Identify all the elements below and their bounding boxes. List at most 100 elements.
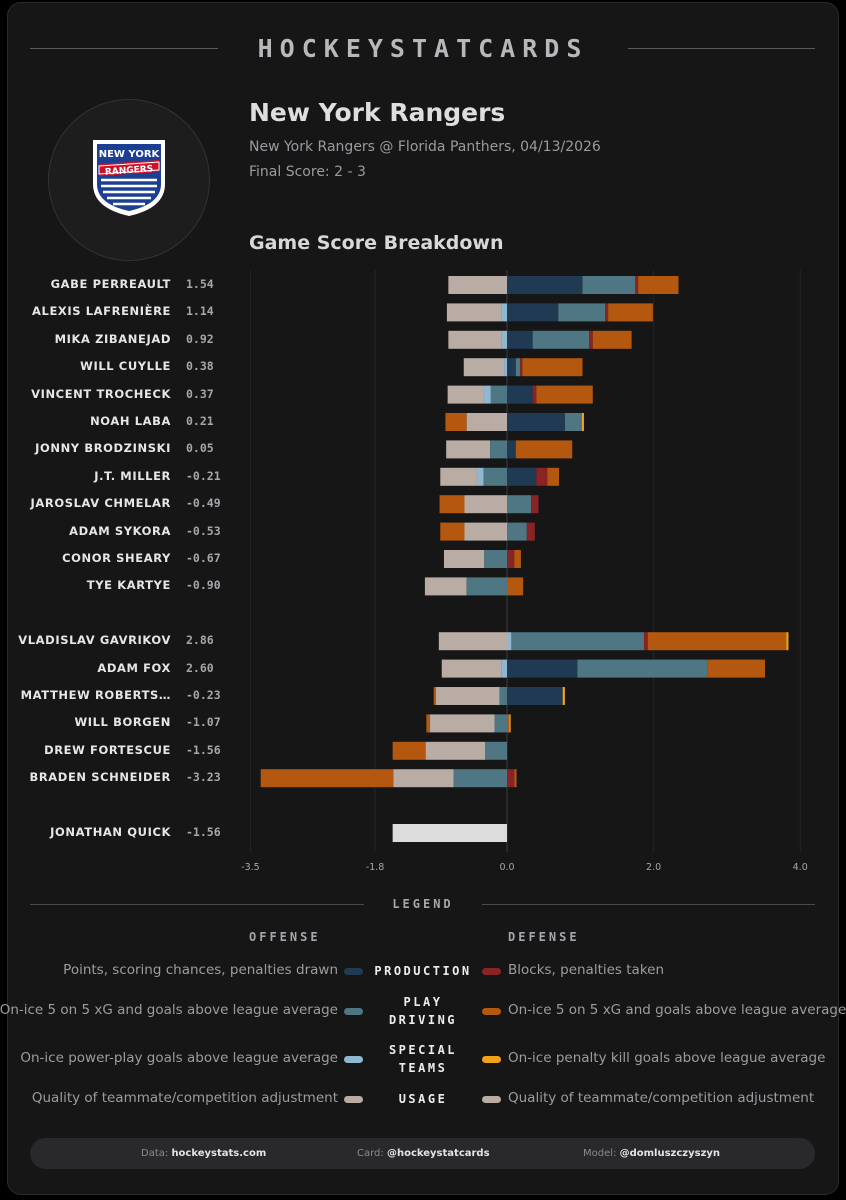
bar-segment-off-production bbox=[507, 358, 516, 377]
bar-segment-off-play-driving bbox=[466, 577, 507, 596]
x-tick-label: 0.0 bbox=[499, 862, 514, 873]
bar-segment-goalie bbox=[392, 824, 507, 842]
svg-text:NEW YORK: NEW YORK bbox=[99, 149, 161, 160]
legend-title: LEGEND bbox=[392, 897, 454, 911]
bar-segment-off-special-teams bbox=[504, 358, 507, 377]
bar-segment-off-play-driving bbox=[577, 659, 708, 678]
player-name: VLADISLAV GAVRIKOV bbox=[18, 633, 171, 648]
legend-offense-description: On-ice 5 on 5 xG and goals above league … bbox=[0, 1002, 338, 1018]
legend-offense-swatch bbox=[344, 1008, 363, 1015]
bar-segment-off-usage bbox=[393, 769, 454, 788]
bar-segment-def-production bbox=[532, 385, 537, 404]
bar-segment-off-production bbox=[507, 413, 565, 431]
bar-segment-off-production bbox=[507, 303, 559, 322]
bar-segment-off-production bbox=[507, 467, 537, 486]
legend-defense-description: Blocks, penalties taken bbox=[508, 962, 665, 978]
matchup-line: New York Rangers @ Florida Panthers, 04/… bbox=[249, 139, 601, 155]
bar-segment-off-play-driving bbox=[564, 413, 582, 431]
player-game-score: -3.23 bbox=[186, 770, 221, 785]
legend-category-label: PLAY DRIVING bbox=[366, 993, 480, 1029]
legend-offense-description: On-ice power-play goals above league ave… bbox=[20, 1050, 338, 1066]
legend-category-word: USAGE bbox=[398, 1092, 448, 1106]
bar-segment-def-production bbox=[536, 467, 548, 486]
x-tick-label: 4.0 bbox=[793, 862, 808, 873]
player-name: TYE KARTYE bbox=[86, 578, 171, 593]
bar-segment-off-usage bbox=[464, 495, 507, 514]
player-game-score: 0.37 bbox=[186, 386, 214, 401]
bar-segment-off-special-teams bbox=[501, 303, 507, 322]
legend-offense-swatch bbox=[344, 1096, 363, 1103]
player-name: MATTHEW ROBERTS… bbox=[20, 688, 171, 702]
bar-segment-def-play-driving bbox=[507, 577, 524, 596]
bar-segment-def-special-teams bbox=[509, 714, 511, 733]
bar-segment-off-play-driving bbox=[511, 632, 645, 651]
team-name: New York Rangers bbox=[249, 98, 506, 127]
bar-segment-def-special-teams bbox=[581, 413, 584, 431]
bar-segment-off-play-driving bbox=[582, 276, 636, 294]
player-game-score: 2.86 bbox=[186, 633, 214, 648]
bar-segment-def-production bbox=[520, 358, 523, 377]
player-game-score: 1.14 bbox=[186, 304, 214, 319]
player-game-score: 0.05 bbox=[186, 441, 214, 456]
player-game-score: 1.54 bbox=[186, 277, 214, 291]
bar-segment-off-usage bbox=[447, 385, 484, 404]
player-name: NOAH LABA bbox=[90, 414, 171, 428]
legend-category-word: PRODUCTION bbox=[374, 964, 472, 978]
bar-segment-off-usage bbox=[441, 659, 502, 678]
defense-heading: DEFENSE bbox=[508, 930, 580, 944]
player-name: CONOR SHEARY bbox=[62, 551, 171, 565]
bar-segment-def-play-driving bbox=[547, 467, 560, 486]
player-game-score: -0.53 bbox=[186, 523, 221, 538]
bar-segment-off-play-driving bbox=[507, 495, 532, 514]
bar-segment-off-production bbox=[507, 385, 533, 404]
bar-segment-def-play-driving bbox=[445, 413, 467, 431]
player-name: BRADEN SCHNEIDER bbox=[29, 770, 171, 785]
bar-segment-def-play-driving bbox=[608, 303, 653, 322]
bar-segment-off-usage bbox=[466, 413, 507, 431]
legend-category-word: PLAY bbox=[403, 995, 443, 1009]
bar-segment-off-play-driving bbox=[499, 687, 507, 705]
bar-segment-def-play-driving bbox=[260, 769, 394, 788]
legend-defense-swatch bbox=[482, 1056, 501, 1063]
bar-segment-off-usage bbox=[446, 303, 502, 322]
bar-segment-off-production bbox=[507, 659, 578, 678]
player-name: J.T. MILLER bbox=[94, 468, 171, 483]
bar-segment-def-play-driving bbox=[647, 632, 787, 651]
bar-segment-off-play-driving bbox=[558, 303, 606, 322]
legend-defense-swatch bbox=[482, 968, 501, 975]
legend-defense-swatch bbox=[482, 1008, 501, 1015]
player-game-score: -1.56 bbox=[186, 825, 221, 839]
player-name: JAROSLAV CHMELAR bbox=[30, 496, 171, 511]
legend-offense-swatch bbox=[344, 1056, 363, 1063]
bar-segment-off-play-driving bbox=[490, 385, 507, 404]
legend-divider-left bbox=[30, 904, 364, 905]
bar-segment-off-play-driving bbox=[483, 467, 507, 486]
brand-title: HOCKEYSTATCARDS bbox=[257, 34, 589, 63]
footer-bar bbox=[30, 1138, 815, 1169]
bar-segment-off-production bbox=[507, 687, 563, 705]
bar-segment-off-usage bbox=[448, 276, 507, 294]
bar-segment-off-play-driving bbox=[515, 358, 521, 377]
footer-model-credit: Model: @domluszczyszyn bbox=[583, 1148, 721, 1159]
player-name: VINCENT TROCHECK bbox=[31, 386, 171, 401]
bar-segment-def-production bbox=[526, 522, 535, 541]
bar-segment-off-production bbox=[507, 440, 516, 459]
legend-offense-description: Quality of teammate/competition adjustme… bbox=[31, 1090, 338, 1106]
bar-segment-off-special-teams bbox=[501, 659, 507, 678]
bar-segment-off-usage bbox=[430, 714, 495, 733]
legend-category-label: USAGE bbox=[366, 1090, 480, 1108]
player-name: GABE PERREAULT bbox=[50, 277, 171, 291]
brand-divider-left bbox=[30, 48, 218, 49]
player-game-score: -1.07 bbox=[186, 715, 221, 730]
bar-segment-off-play-driving bbox=[507, 522, 527, 541]
player-name: JONATHAN QUICK bbox=[50, 825, 171, 839]
legend-defense-description: On-ice 5 on 5 xG and goals above league … bbox=[508, 1002, 846, 1018]
brand-divider-right bbox=[628, 48, 815, 49]
legend-category-word: TEAMS bbox=[398, 1061, 448, 1075]
section-title: Game Score Breakdown bbox=[249, 232, 504, 254]
bar-segment-def-play-driving bbox=[536, 385, 593, 404]
final-score: Final Score: 2 - 3 bbox=[249, 164, 366, 180]
bar-segment-off-usage bbox=[440, 467, 477, 486]
bar-segment-off-usage bbox=[435, 687, 500, 705]
bar-segment-def-play-driving bbox=[522, 358, 583, 377]
